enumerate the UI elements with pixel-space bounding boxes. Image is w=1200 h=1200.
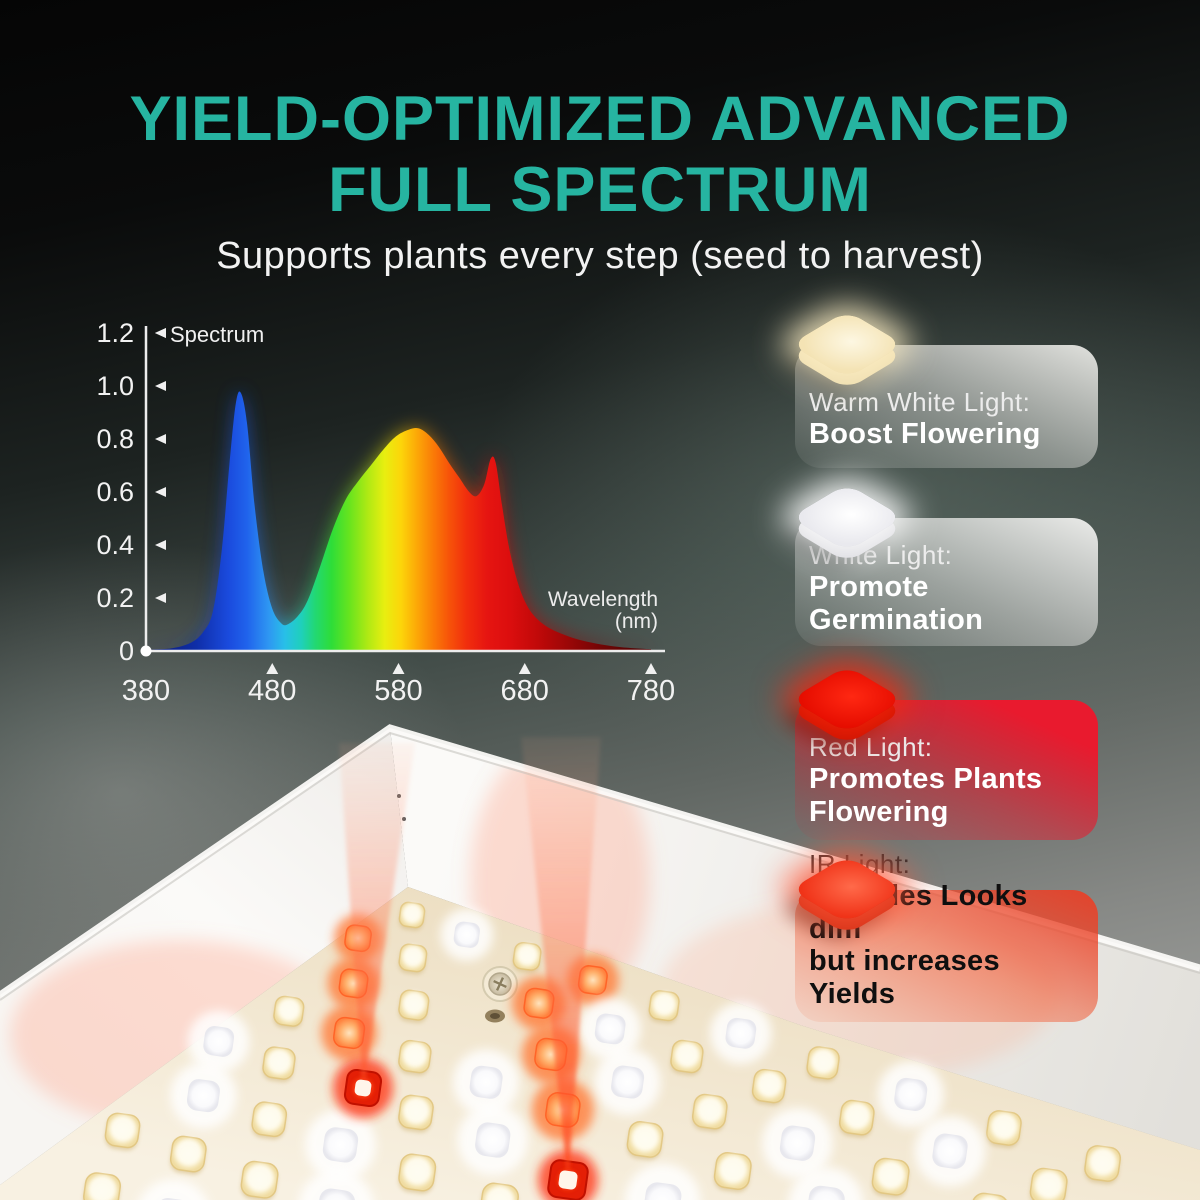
svg-text:1.0: 1.0 bbox=[96, 371, 134, 401]
diode-layer-top bbox=[790, 665, 904, 734]
svg-text:0: 0 bbox=[119, 636, 134, 666]
warm-white-diode-icon bbox=[779, 310, 915, 390]
svg-text:Spectrum: Spectrum bbox=[170, 322, 264, 347]
diode-layer-top bbox=[790, 855, 904, 924]
diode-layer-top bbox=[790, 483, 904, 552]
diode-layer-top bbox=[790, 310, 904, 379]
callout-benefit: Promotes Plants Flowering bbox=[809, 763, 1043, 828]
svg-text:580: 580 bbox=[374, 675, 422, 707]
white-diode-icon bbox=[779, 483, 915, 563]
svg-text:0.2: 0.2 bbox=[96, 583, 134, 613]
svg-text:0.8: 0.8 bbox=[96, 424, 134, 454]
callout-text: Red Light: Promotes Plants Flowering bbox=[809, 732, 1088, 828]
svg-text:(nm): (nm) bbox=[615, 610, 658, 633]
callout-text: Warm White Light: Boost Flowering bbox=[809, 387, 1088, 450]
svg-text:Wavelength: Wavelength bbox=[548, 588, 658, 611]
callout-warm-white: Warm White Light: Boost Flowering bbox=[790, 310, 1098, 468]
svg-text:380: 380 bbox=[122, 675, 170, 707]
led-panel-photo bbox=[0, 724, 1200, 1200]
callout-benefit: Promote Germination bbox=[809, 571, 984, 636]
page-title-line2: FULL SPECTRUM bbox=[328, 154, 872, 225]
spectrum-chart: 0 0.2 0.4 0.6 0.8 1.0 1.2 380 480 580 680 780 Spectr… bbox=[96, 318, 675, 707]
svg-text:680: 680 bbox=[501, 675, 549, 707]
callout-white: White Light: Promote Germination bbox=[790, 483, 1098, 646]
red-diode-icon bbox=[779, 665, 915, 745]
svg-text:0.4: 0.4 bbox=[96, 530, 134, 560]
svg-text:480: 480 bbox=[248, 675, 296, 707]
svg-text:780: 780 bbox=[627, 675, 675, 707]
page-subtitle: Supports plants every step (seed to harv… bbox=[216, 235, 984, 278]
page-title-line1: YIELD-OPTIMIZED ADVANCED bbox=[129, 84, 1071, 154]
callout-label: Red Light: bbox=[809, 732, 933, 763]
callout-benefit: Boost Flowering bbox=[809, 417, 1041, 450]
svg-text:0.6: 0.6 bbox=[96, 477, 134, 507]
ir-diode-icon bbox=[779, 855, 915, 935]
callout-red: Red Light: Promotes Plants Flowering bbox=[790, 665, 1098, 840]
callout-ir: IR Light: 1 Diodes Looks dim but increas… bbox=[790, 849, 1098, 1022]
callout-label: Warm White Light: bbox=[809, 386, 1031, 417]
header: YIELD-OPTIMIZED ADVANCED FULL SPECTRUM S… bbox=[0, 84, 1200, 278]
svg-text:1.2: 1.2 bbox=[96, 318, 134, 348]
